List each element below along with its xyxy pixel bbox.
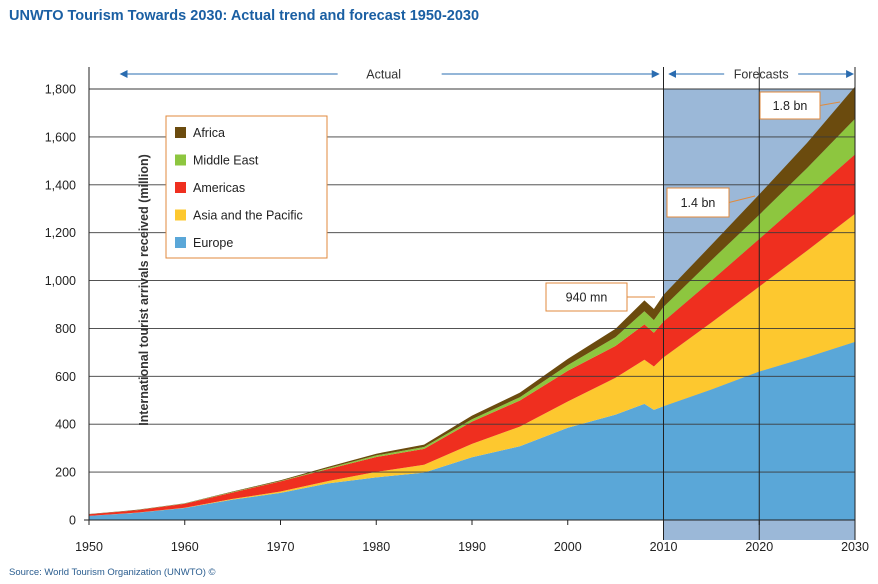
callout-label: 1.4 bn bbox=[681, 196, 716, 210]
y-tick-label: 800 bbox=[55, 322, 76, 336]
y-tick-label: 200 bbox=[55, 466, 76, 480]
y-tick-label: 600 bbox=[55, 370, 76, 384]
callout-line bbox=[728, 195, 756, 203]
legend-label-middle-east: Middle East bbox=[193, 154, 259, 168]
legend-label-africa: Africa bbox=[193, 126, 225, 140]
legend-label-europe: Europe bbox=[193, 236, 233, 250]
callout-box bbox=[545, 282, 628, 312]
x-tick-label: 1990 bbox=[458, 540, 486, 554]
x-tick-label: 2010 bbox=[650, 540, 678, 554]
x-tick-label: 1960 bbox=[171, 540, 199, 554]
callout-box bbox=[666, 187, 730, 218]
y-tick-label: 0 bbox=[69, 514, 76, 528]
legend-label-asia-and-the-pacific: Asia and the Pacific bbox=[193, 209, 303, 223]
y-tick-label: 400 bbox=[55, 418, 76, 432]
actual-label: Actual bbox=[366, 68, 401, 82]
legend-swatch-asia-and-the-pacific bbox=[175, 209, 186, 221]
chart-title: UNWTO Tourism Towards 2030: Actual trend… bbox=[9, 8, 480, 24]
callout-box bbox=[759, 91, 821, 120]
y-axis-label: International tourist arrivals received … bbox=[136, 154, 151, 426]
forecasts-label: Forecasts bbox=[734, 68, 789, 82]
x-tick-label: 1970 bbox=[267, 540, 295, 554]
source-note: Source: World Tourism Organization (UNWT… bbox=[9, 567, 216, 578]
legend bbox=[165, 115, 328, 259]
legend-swatch-middle-east bbox=[175, 154, 186, 166]
area-asia-and-the-pacific bbox=[89, 213, 855, 516]
x-tick-label: 2000 bbox=[554, 540, 582, 554]
y-tick-label: 1,800 bbox=[45, 83, 76, 97]
y-tick-label: 1,000 bbox=[45, 274, 76, 288]
legend-swatch-europe bbox=[175, 237, 186, 248]
y-tick-label: 1,400 bbox=[45, 178, 76, 192]
callout-label: 940 mn bbox=[566, 291, 608, 305]
legend-swatch-africa bbox=[175, 127, 186, 138]
legend-swatch-americas bbox=[175, 182, 186, 193]
callout-line bbox=[819, 101, 841, 106]
x-tick-label: 1980 bbox=[362, 540, 390, 554]
y-tick-label: 1,200 bbox=[45, 226, 76, 240]
y-tick-label: 1,600 bbox=[45, 130, 76, 144]
x-tick-label: 1950 bbox=[75, 540, 103, 554]
x-tick-label: 2030 bbox=[841, 540, 869, 554]
legend-label-americas: Americas bbox=[193, 181, 245, 195]
callout-label: 1.8 bn bbox=[773, 99, 808, 113]
area-americas bbox=[89, 154, 855, 516]
x-tick-label: 2020 bbox=[745, 540, 773, 554]
